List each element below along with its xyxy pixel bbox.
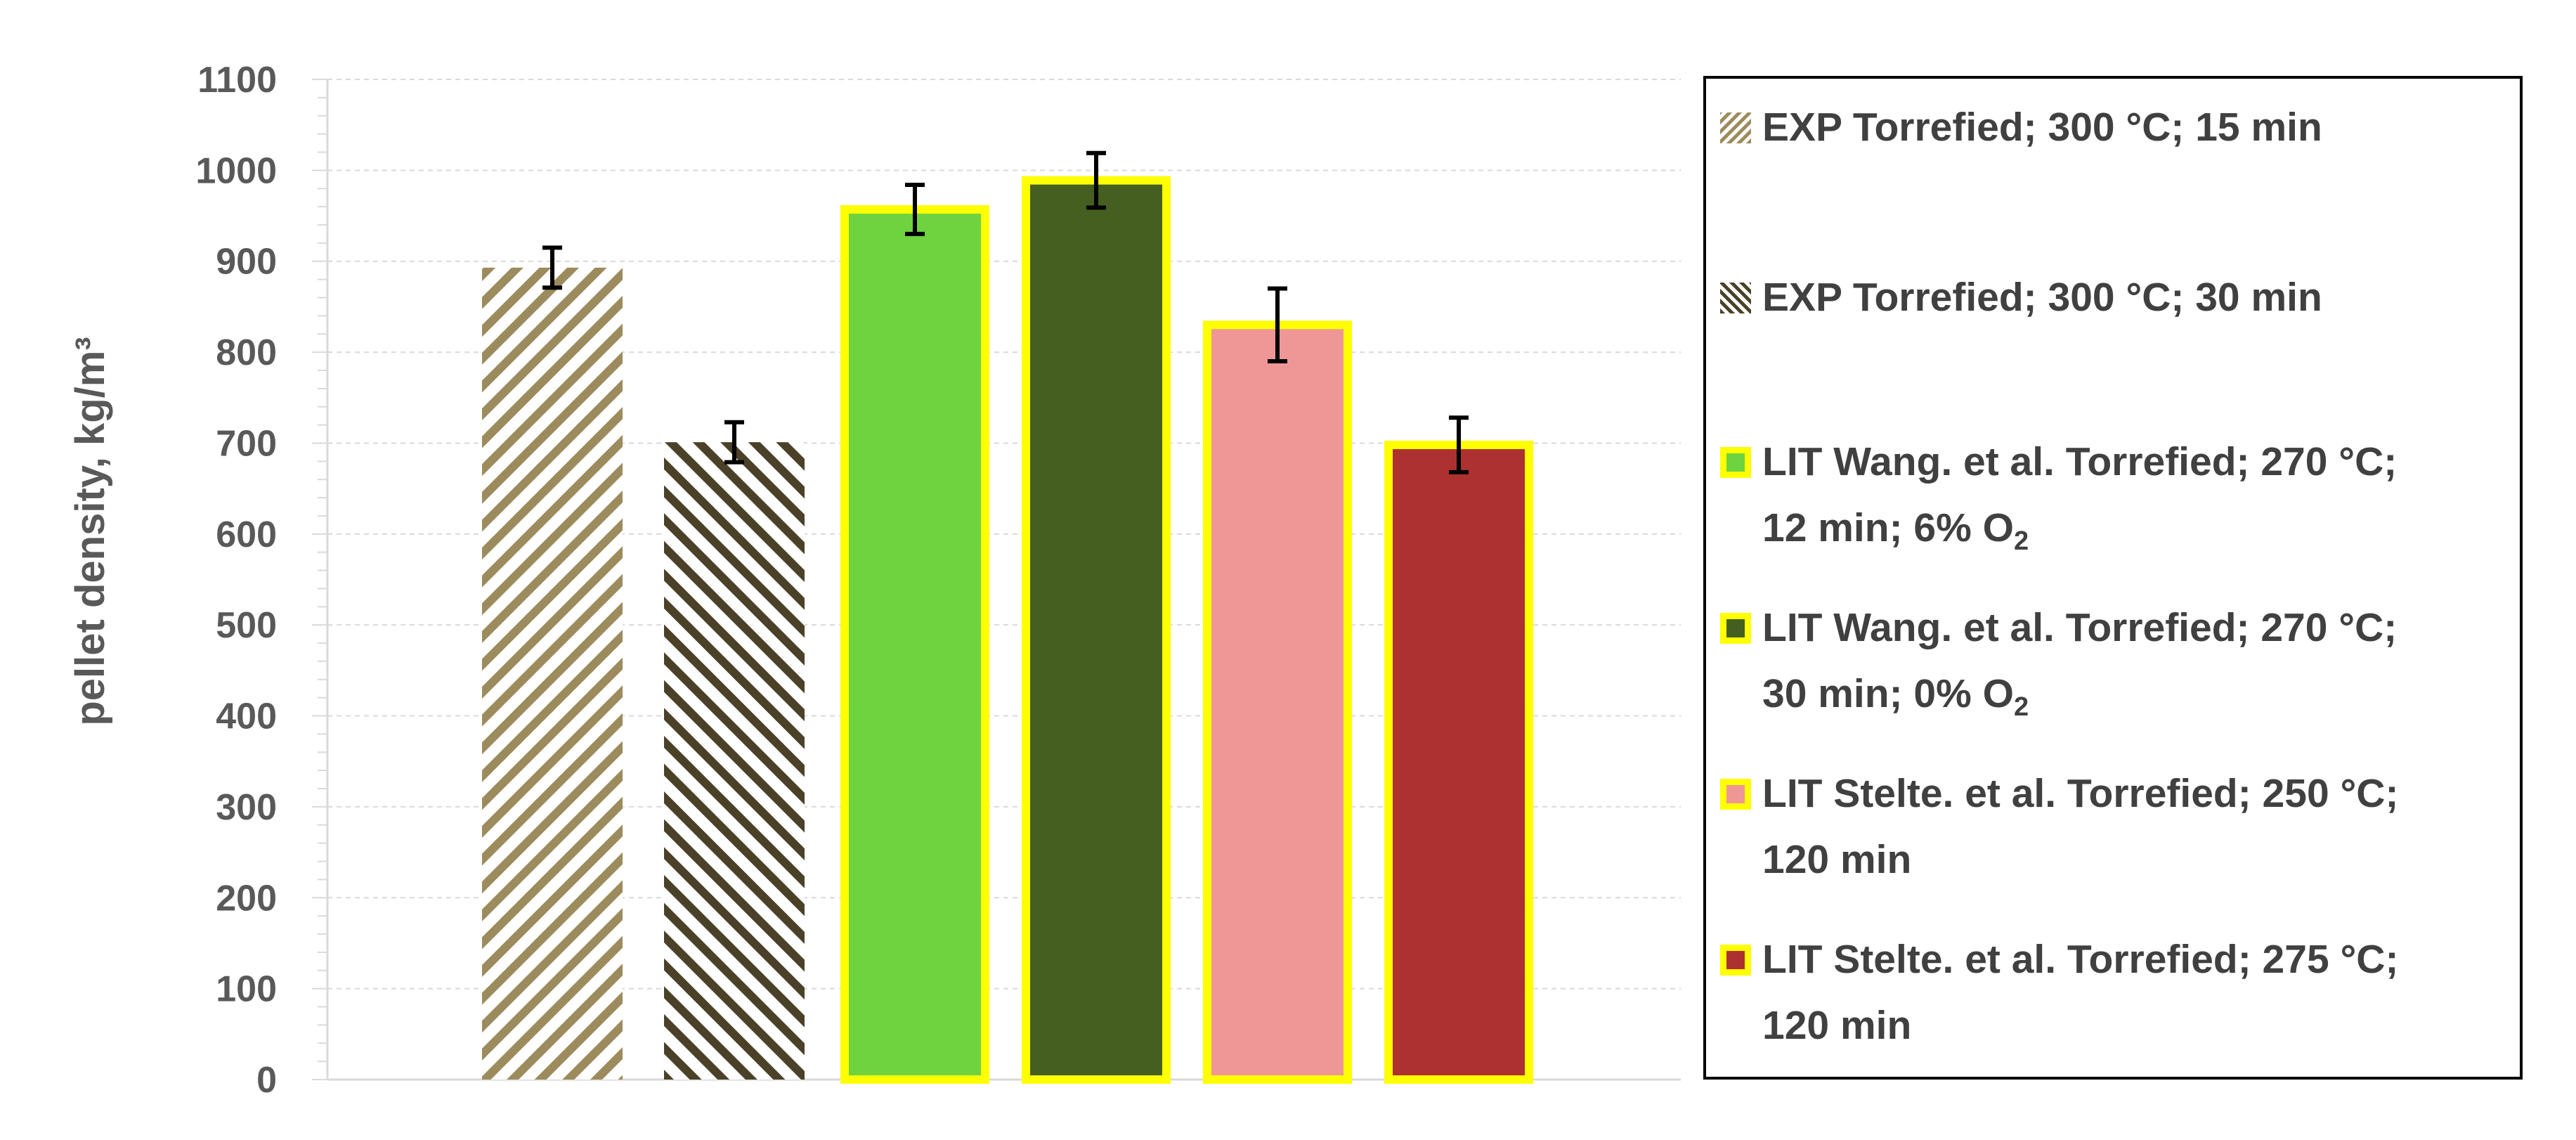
bar — [1203, 320, 1352, 1084]
y-tick-label: 0 — [256, 1060, 277, 1101]
bar — [1384, 441, 1533, 1084]
legend-swatch — [1720, 112, 1751, 143]
y-tick-label: 700 — [216, 423, 277, 464]
legend-label-line: LIT Wang. et al. Torrefied; 270 °C; — [1762, 439, 2398, 484]
legend-swatch — [1720, 613, 1751, 644]
legend-swatch — [1720, 447, 1751, 478]
bar — [664, 442, 805, 1080]
legend-label-line: 120 min — [1762, 827, 2398, 893]
legend-label-line: EXP Torrefied; 300 °C; 30 min — [1762, 275, 2322, 320]
legend-item: LIT Wang. et al. Torrefied; 270 °C; 12 mi… — [1720, 439, 2514, 561]
legend-label: LIT Wang. et al. Torrefied; 270 °C; 30 mi… — [1762, 595, 2397, 727]
y-tick-label: 200 — [216, 878, 277, 919]
y-tick-label: 500 — [216, 605, 277, 646]
y-tick-label: 900 — [216, 242, 277, 283]
y-tick-label: 400 — [216, 697, 277, 737]
legend-label-line: 12 min; 6% O2 — [1762, 495, 2397, 561]
legend-item: EXP Torrefied; 300 °C; 30 min — [1720, 274, 2514, 330]
legend-label-line: 120 min — [1762, 992, 2398, 1058]
legend-label: EXP Torrefied; 300 °C; 15 min — [1762, 94, 2322, 160]
y-tick-label: 800 — [216, 332, 277, 373]
legend-item: LIT Stelte. et al. Torrefied; 275 °C; 120… — [1720, 936, 2514, 1058]
legend-label-subscript: 2 — [2013, 692, 2029, 722]
bars — [482, 176, 1533, 1084]
legend-label-line: EXP Torrefied; 300 °C; 15 min — [1762, 105, 2322, 150]
legend-label-line: LIT Wang. et al. Torrefied; 270 °C; — [1762, 605, 2398, 650]
bar — [1022, 176, 1171, 1084]
legend-label-text: 30 min; 0% O — [1762, 671, 2014, 716]
legend-label-line: LIT Stelte. et al. Torrefied; 250 °C; — [1762, 771, 2399, 816]
legend-item: LIT Wang. et al. Torrefied; 270 °C; 30 mi… — [1720, 604, 2514, 727]
y-tick-label: 1100 — [197, 60, 277, 101]
legend-label: LIT Stelte. et al. Torrefied; 250 °C; 120… — [1762, 760, 2398, 893]
y-tick-labels: 0 100 200 300 400 500 600 700 800 900 1000 1100 — [195, 60, 277, 1101]
legend-label: EXP Torrefied; 300 °C; 30 min — [1762, 264, 2322, 330]
legend-label-subscript: 2 — [2013, 526, 2029, 556]
y-tick-label: 100 — [216, 969, 277, 1010]
legend-label-line: LIT Stelte. et al. Torrefied; 275 °C; — [1762, 937, 2399, 982]
legend-swatch — [1720, 945, 1751, 976]
legend-item: EXP Torrefied; 300 °C; 15 min — [1720, 104, 2514, 160]
legend: EXP Torrefied; 300 °C; 15 min EXP Torrefi… — [1703, 76, 2523, 1080]
legend-label: LIT Wang. et al. Torrefied; 270 °C; 12 mi… — [1762, 429, 2397, 561]
legend-label-text: 120 min — [1762, 1003, 1912, 1048]
y-tick-label: 1000 — [195, 150, 277, 191]
y-axis-label: pellet density, kg/m³ — [67, 337, 113, 725]
legend-label-text: 12 min; 6% O — [1762, 505, 2014, 550]
legend-label-text: 120 min — [1762, 837, 1912, 882]
error-bars — [542, 150, 1469, 474]
legend-swatch — [1720, 283, 1751, 313]
y-tick-label: 600 — [216, 514, 277, 555]
legend-label-line: 30 min; 0% O2 — [1762, 661, 2397, 727]
legend-item: LIT Stelte. et al. Torrefied; 250 °C; 120… — [1720, 770, 2514, 893]
legend-swatch — [1720, 779, 1751, 810]
bar — [482, 267, 623, 1080]
bar — [840, 205, 989, 1084]
y-tick-label: 300 — [216, 787, 277, 828]
legend-label: LIT Stelte. et al. Torrefied; 275 °C; 120… — [1762, 926, 2398, 1058]
